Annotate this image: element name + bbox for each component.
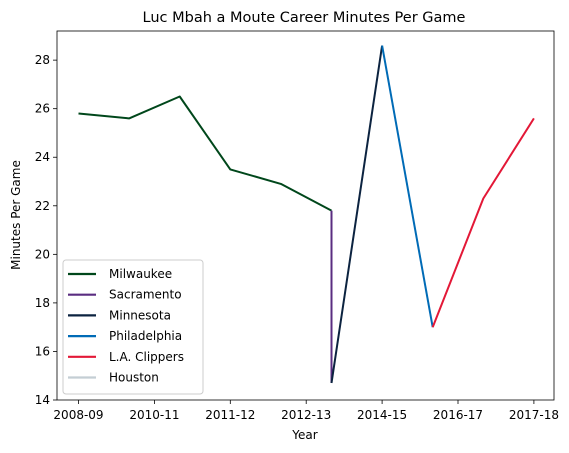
x-axis: 2008-09 2010-11 2011-12 2012-13 2014-15 2016-…: [53, 400, 559, 422]
series-line-minnesota: [332, 46, 383, 383]
y-tick-label: 16: [35, 344, 50, 358]
series-line-milwaukee: [79, 97, 332, 211]
legend-label: Minnesota: [109, 308, 171, 322]
y-tick-label: 20: [35, 247, 50, 261]
y-tick-label: 24: [35, 150, 50, 164]
y-axis-label: Minutes Per Game: [9, 160, 23, 270]
legend: Milwaukee Sacramento Minnesota Philadelphia…: [63, 260, 203, 394]
y-tick-label: 14: [35, 393, 50, 407]
y-tick-label: 26: [35, 102, 50, 116]
x-tick-label: 2011-12: [205, 408, 255, 422]
y-axis: 14 16 18 20 22 24 26 28: [35, 53, 57, 407]
y-tick-label: 22: [35, 199, 50, 213]
legend-label: Houston: [109, 371, 159, 385]
y-tick-label: 28: [35, 53, 50, 67]
chart-title: Luc Mbah a Moute Career Minutes Per Game: [143, 10, 466, 26]
x-tick-label: 2017-18: [509, 408, 559, 422]
x-tick-label: 2008-09: [53, 408, 103, 422]
legend-label: L.A. Clippers: [109, 350, 184, 364]
series-line-philadelphia: [382, 46, 433, 328]
x-tick-label: 2014-15: [357, 408, 407, 422]
legend-label: Sacramento: [109, 288, 182, 302]
legend-label: Philadelphia: [109, 329, 182, 343]
x-tick-label: 2010-11: [129, 408, 179, 422]
y-tick-label: 18: [35, 296, 50, 310]
legend-label: Milwaukee: [109, 267, 172, 281]
x-tick-label: 2012-13: [281, 408, 331, 422]
x-axis-label: Year: [291, 428, 317, 442]
series-line-l-a-clippers: [433, 118, 534, 327]
x-tick-label: 2016-17: [433, 408, 483, 422]
